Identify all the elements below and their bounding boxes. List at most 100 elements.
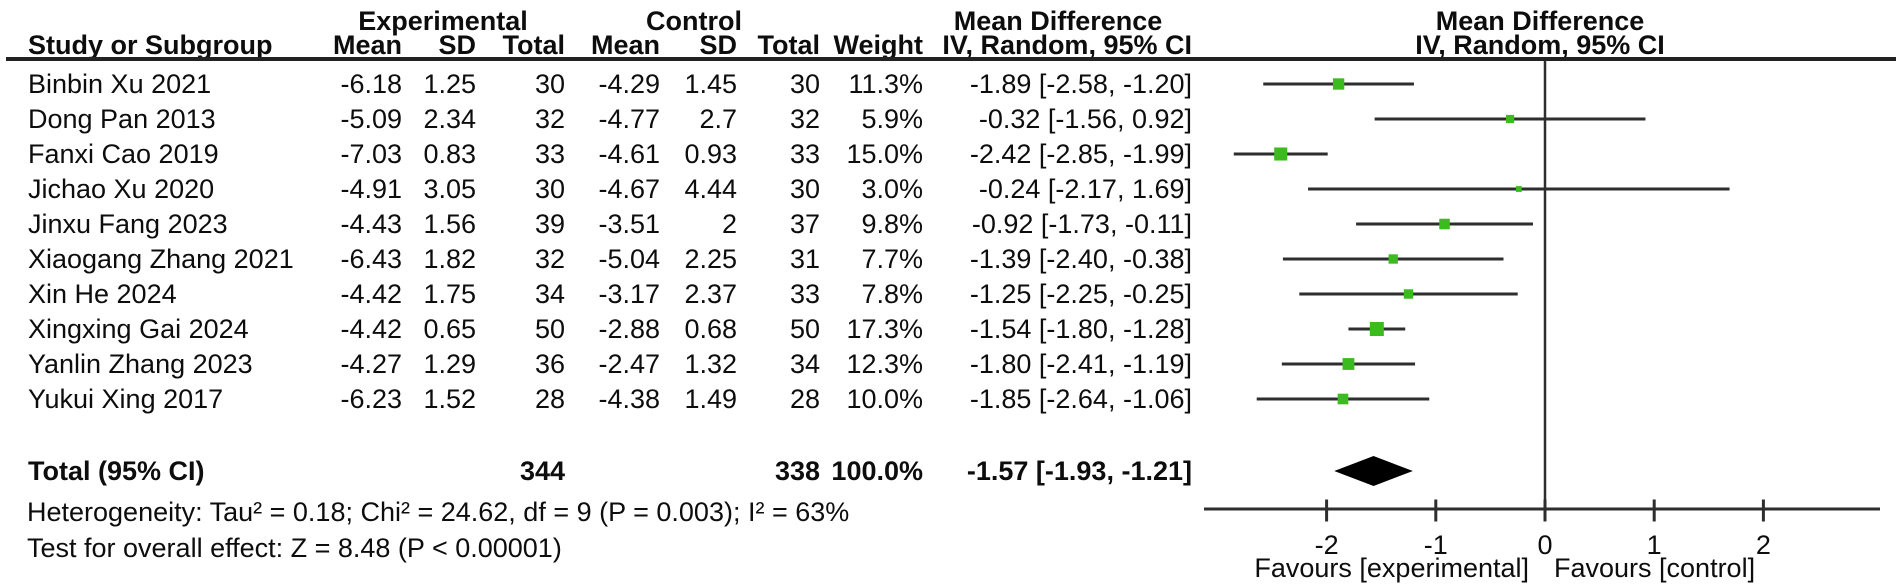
favours-experimental-label: Favours [experimental] <box>1254 553 1529 583</box>
weight-cell: 3.0% <box>861 173 923 204</box>
study-row: Binbin Xu 2021 -6.18 1.25 30 -4.29 1.45 30 11.3… <box>0 67 1902 102</box>
ctl-mean-cell: -4.61 <box>598 138 660 169</box>
weight-cell: 15.0% <box>846 138 923 169</box>
ctl-total-cell: 33 <box>789 138 820 169</box>
axis-tick-label: 2 <box>1755 530 1771 560</box>
column-header-ci-plot: IV, Random, 95% CI <box>1415 30 1665 60</box>
study-row: Xin He 2024 -4.42 1.75 34 -3.17 2.37 33 7.8% -1.… <box>0 277 1902 312</box>
weight-cell: 7.7% <box>861 243 923 274</box>
group-header-experimental: Experimental <box>358 6 528 36</box>
exp-total-cell: 34 <box>534 278 565 309</box>
exp-sd-cell: 1.52 <box>423 383 476 414</box>
exp-mean-cell: -4.91 <box>340 173 402 204</box>
exp-total-cell: 32 <box>534 103 565 134</box>
study-name-cell: Xingxing Gai 2024 <box>28 313 249 344</box>
ctl-total-cell: 31 <box>789 243 820 274</box>
study-row: Xingxing Gai 2024 -4.42 0.65 50 -2.88 0.68 50 1… <box>0 312 1902 347</box>
column-header-ci-table: IV, Random, 95% CI <box>942 30 1192 60</box>
exp-sd-cell: 1.56 <box>423 208 476 239</box>
ctl-sd-cell: 0.93 <box>684 138 737 169</box>
exp-mean-cell: -7.03 <box>340 138 402 169</box>
study-name-cell: Fanxi Cao 2019 <box>28 138 219 169</box>
ctl-sd-cell: 2.7 <box>699 103 737 134</box>
study-row: Dong Pan 2013 -5.09 2.34 32 -4.77 2.7 32 5.9% -0… <box>0 102 1902 137</box>
exp-mean-cell: -4.27 <box>340 348 402 379</box>
md-ci-cell: -1.80 [-2.41, -1.19] <box>969 348 1192 379</box>
study-name-cell: Jichao Xu 2020 <box>28 173 215 204</box>
ctl-total-cell: 37 <box>789 208 820 239</box>
weight-cell: 11.3% <box>848 68 923 99</box>
md-ci-cell: -2.42 [-2.85, -1.99] <box>969 138 1192 169</box>
study-name-cell: Dong Pan 2013 <box>28 103 216 134</box>
exp-sd-cell: 1.29 <box>423 348 476 379</box>
total-label: Total (95% CI) <box>28 455 205 486</box>
md-ci-cell: -0.92 [-1.73, -0.11] <box>971 208 1192 239</box>
exp-total-cell: 33 <box>534 138 565 169</box>
axis-tick-label: -1 <box>1423 530 1448 560</box>
ctl-mean-cell: -5.04 <box>598 243 660 274</box>
study-row: Jichao Xu 2020 -4.91 3.05 30 -4.67 4.44 30 3.0%… <box>0 172 1902 207</box>
ctl-total-cell: 33 <box>789 278 820 309</box>
exp-sd-cell: 1.75 <box>423 278 476 309</box>
study-name-cell: Xin He 2024 <box>28 278 177 309</box>
overall-effect-line: Test for overall effect: Z = 8.48 (P < 0… <box>27 532 562 563</box>
exp-total-cell: 39 <box>534 208 565 239</box>
exp-total-cell: 50 <box>534 313 565 344</box>
exp-sd-cell: 2.34 <box>423 103 476 134</box>
weight-cell: 5.9% <box>861 103 923 134</box>
weight-cell: 12.3% <box>846 348 923 379</box>
weight-cell: 17.3% <box>846 313 923 344</box>
column-header-total-ctl: Total <box>757 30 821 60</box>
md-ci-cell: -0.32 [-1.56, 0.92] <box>978 103 1192 134</box>
mean-difference-plot-header: Mean Difference <box>1435 6 1645 36</box>
exp-total-cell: 30 <box>534 68 565 99</box>
ctl-total-cell: 50 <box>789 313 820 344</box>
axis-tick-label: 0 <box>1537 530 1553 560</box>
ctl-sd-cell: 2.25 <box>684 243 737 274</box>
exp-mean-cell: -6.18 <box>340 68 402 99</box>
column-header-sd-exp: SD <box>438 30 476 60</box>
total-exp-cell: 344 <box>519 455 565 486</box>
study-name-cell: Jinxu Fang 2023 <box>28 208 228 239</box>
study-name-cell: Yukui Xing 2017 <box>28 383 224 414</box>
ctl-total-cell: 32 <box>789 103 820 134</box>
ctl-sd-cell: 1.32 <box>684 348 737 379</box>
ctl-total-cell: 28 <box>789 383 820 414</box>
exp-sd-cell: 1.25 <box>423 68 476 99</box>
md-ci-cell: -1.54 [-1.80, -1.28] <box>969 313 1192 344</box>
ctl-mean-cell: -4.29 <box>598 68 660 99</box>
ctl-sd-cell: 1.45 <box>684 68 737 99</box>
heterogeneity-line: Heterogeneity: Tau² = 0.18; Chi² = 24.62… <box>27 496 850 527</box>
column-header-mean-exp: Mean <box>332 30 402 60</box>
ctl-mean-cell: -2.88 <box>598 313 660 344</box>
total-ctl-cell: 338 <box>774 455 820 486</box>
mean-difference-table-header: Mean Difference <box>953 6 1163 36</box>
weight-cell: 10.0% <box>846 383 923 414</box>
md-ci-cell: -1.39 [-2.40, -0.38] <box>969 243 1192 274</box>
study-row: Fanxi Cao 2019 -7.03 0.83 33 -4.61 0.93 33 15.0… <box>0 137 1902 172</box>
exp-mean-cell: -4.42 <box>340 313 402 344</box>
ctl-mean-cell: -2.47 <box>598 348 660 379</box>
exp-total-cell: 28 <box>534 383 565 414</box>
column-header-sd-ctl: SD <box>699 30 737 60</box>
study-name-cell: Yanlin Zhang 2023 <box>28 348 253 379</box>
axis-tick-label: 1 <box>1646 530 1662 560</box>
total-md-ci-cell: -1.57 [-1.93, -1.21] <box>966 455 1192 486</box>
weight-cell: 9.8% <box>861 208 923 239</box>
ctl-sd-cell: 2.37 <box>684 278 737 309</box>
ctl-mean-cell: -4.67 <box>598 173 660 204</box>
exp-mean-cell: -6.43 <box>340 243 402 274</box>
exp-sd-cell: 0.83 <box>423 138 476 169</box>
study-row: Yukui Xing 2017 -6.23 1.52 28 -4.38 1.49 28 10.… <box>0 382 1902 417</box>
md-ci-cell: -1.25 [-2.25, -0.25] <box>969 278 1192 309</box>
md-ci-cell: -1.85 [-2.64, -1.06] <box>969 383 1192 414</box>
column-header-total-exp: Total <box>502 30 566 60</box>
exp-mean-cell: -5.09 <box>340 103 402 134</box>
ctl-sd-cell: 4.44 <box>684 173 737 204</box>
ctl-mean-cell: -3.51 <box>598 208 660 239</box>
study-name-cell: Binbin Xu 2021 <box>28 68 212 99</box>
ctl-total-cell: 30 <box>789 173 820 204</box>
favours-control-label: Favours [control] <box>1554 553 1756 583</box>
study-name-cell: Xiaogang Zhang 2021 <box>28 243 294 274</box>
md-ci-cell: -0.24 [-2.17, 1.69] <box>978 173 1192 204</box>
